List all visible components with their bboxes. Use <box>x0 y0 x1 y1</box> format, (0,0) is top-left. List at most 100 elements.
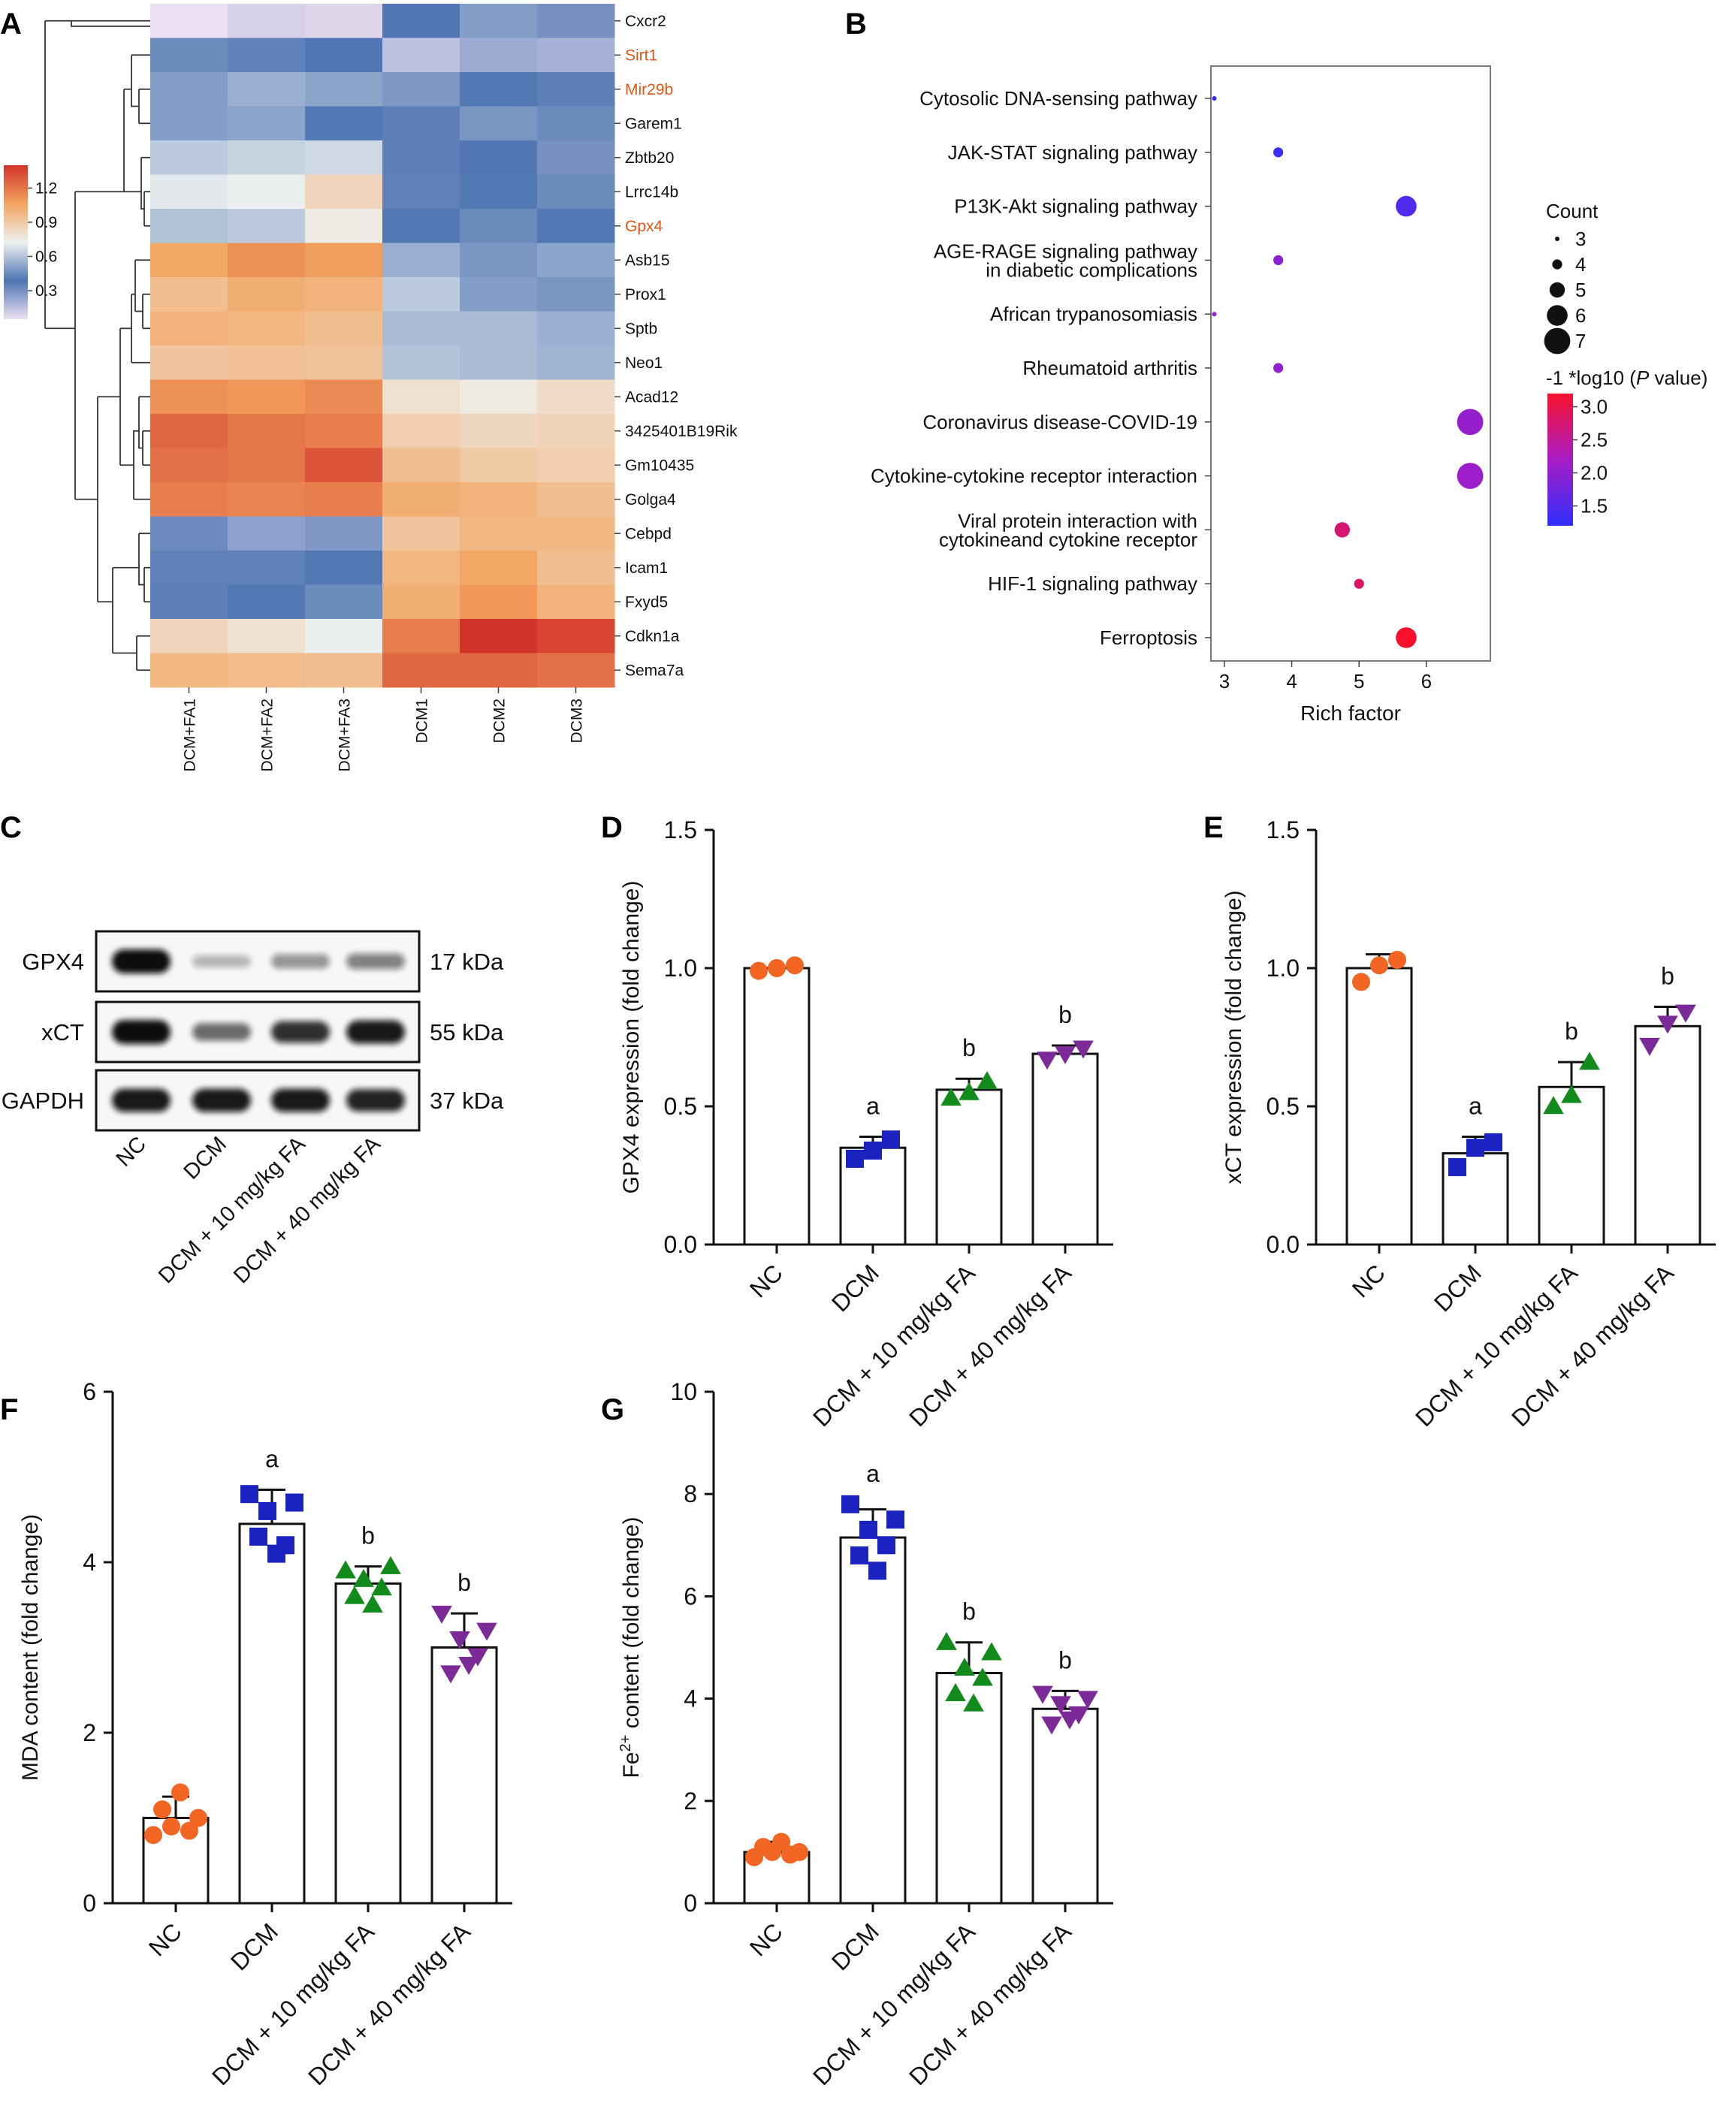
pathway-label: Ferroptosis <box>1100 626 1197 649</box>
heatmap-cell <box>537 243 615 278</box>
bar <box>1345 967 1413 1246</box>
heatmap-cell <box>150 174 228 210</box>
heatmap-cell <box>150 4 228 38</box>
heatmap-row-label: Garem1 <box>625 115 682 132</box>
panel-letter-a: A <box>0 8 22 41</box>
data-point <box>1073 1040 1094 1059</box>
y-tick-label: 0.5 <box>664 1093 697 1120</box>
protein-band <box>346 953 405 970</box>
lane-label: DCM + 40 mg/kg FA <box>229 1132 385 1288</box>
protein-label: xCT <box>41 1019 84 1045</box>
data-point <box>458 1657 479 1675</box>
data-point <box>954 1657 975 1676</box>
bar <box>743 967 811 1246</box>
data-point <box>1077 1691 1098 1709</box>
heatmap-cell <box>382 243 460 278</box>
data-point <box>344 1586 365 1604</box>
heatmap-cell <box>382 551 460 585</box>
heatmap-cell <box>305 653 383 688</box>
heatmap-cell <box>537 653 615 688</box>
heatmap-cell <box>537 174 615 210</box>
heatmap-cell <box>382 584 460 620</box>
protein-band <box>271 1021 330 1043</box>
data-point <box>864 1141 882 1160</box>
heatmap-cell <box>305 277 383 312</box>
heatmap-column-label: DCM+FA3 <box>337 698 354 771</box>
heatmap-cell <box>460 38 538 73</box>
heatmap-row-label: Sptb <box>625 320 657 337</box>
heatmap-cell <box>228 516 306 551</box>
heatmap-cell <box>460 448 538 483</box>
heatmap-column-label: DCM1 <box>414 698 431 744</box>
data-point <box>981 1642 1002 1661</box>
pathway-dot <box>1212 96 1217 101</box>
heatmap-row-label: Sirt1 <box>625 47 657 64</box>
x-tick-label: NC <box>1347 1259 1390 1302</box>
data-point <box>180 1821 198 1840</box>
color-legend-tick-label: 1.5 <box>1581 495 1608 517</box>
dendrogram-branch <box>133 430 139 499</box>
bar <box>935 1672 1003 1905</box>
heatmap-cell <box>150 140 228 175</box>
data-point <box>440 1665 461 1684</box>
pathway-label: Rheumatoid arthritis <box>1022 357 1197 379</box>
y-tick-label: 1.0 <box>1267 955 1300 982</box>
y-axis-label: MDA content (fold change) <box>18 1514 43 1781</box>
data-point <box>362 1594 383 1613</box>
fe-bar-chart: 0 2 4 6 8 10 Fe2+ content (fold change) NC a DCM b… <box>617 1378 1113 2090</box>
heatmap-cell <box>228 38 306 73</box>
label-part: Fe <box>619 1751 644 1778</box>
band-size-label: 55 kDa <box>430 1019 504 1045</box>
y-tick-label: 0.5 <box>1267 1093 1300 1120</box>
heatmap-row-label: 3425401B19Rik <box>625 423 738 440</box>
x-tick-label: DCM <box>1429 1259 1487 1317</box>
data-point <box>335 1560 356 1579</box>
y-axis-label: xCT expression (fold change) <box>1221 890 1246 1184</box>
heatmap-row-label: Mir29b <box>625 81 673 98</box>
pathway-label: in diabetic complications <box>986 258 1197 281</box>
heatmap-row-label: Cebpd <box>625 525 672 542</box>
heatmap-cell <box>382 174 460 210</box>
heatmap-legend-tick-label: 0.6 <box>35 248 57 265</box>
heatmap-cell <box>537 311 615 346</box>
size-legend-title: Count <box>1546 200 1599 222</box>
heatmap-row-label: Neo1 <box>625 355 663 372</box>
heatmap-cell <box>460 482 538 517</box>
heatmap-row-label: Zbtb20 <box>625 149 674 167</box>
data-point <box>750 961 768 980</box>
x-tick-label: 4 <box>1286 670 1297 692</box>
heatmap-cell <box>537 72 615 107</box>
y-tick-label: 6 <box>83 1378 96 1405</box>
protein-band <box>192 955 251 968</box>
data-point <box>945 1682 966 1701</box>
data-point <box>886 1510 904 1529</box>
pathway-label: African trypanosomiasis <box>990 303 1197 325</box>
heatmap-cell <box>150 414 228 448</box>
data-point <box>1657 1015 1678 1034</box>
data-point <box>240 1485 258 1504</box>
title-part: value) <box>1649 367 1707 389</box>
y-tick-label: 0.0 <box>1267 1231 1300 1258</box>
data-point <box>850 1546 868 1564</box>
size-legend-dot <box>1549 282 1565 298</box>
y-tick-label: 4 <box>83 1549 96 1576</box>
heatmap-cell <box>382 140 460 175</box>
heatmap-cell <box>228 379 306 415</box>
lane-label: DCM + 10 mg/kg FA <box>154 1132 310 1288</box>
y-tick-label: 4 <box>684 1685 697 1712</box>
plot-frame <box>1210 65 1491 662</box>
significance-letter: a <box>866 1460 880 1487</box>
x-tick-label: NC <box>143 1917 187 1961</box>
pathway-dot <box>1273 255 1284 265</box>
data-point <box>1675 1004 1696 1023</box>
data-point <box>868 1561 886 1580</box>
protein-band <box>192 1023 251 1041</box>
label-superscript: 2+ <box>617 1735 634 1752</box>
heatmap-cell <box>150 516 228 551</box>
size-legend-dot <box>1547 305 1568 326</box>
data-point <box>959 1082 980 1100</box>
size-legend-label: 6 <box>1575 304 1586 327</box>
heatmap-cell <box>150 619 228 653</box>
heatmap-cell <box>305 619 383 653</box>
